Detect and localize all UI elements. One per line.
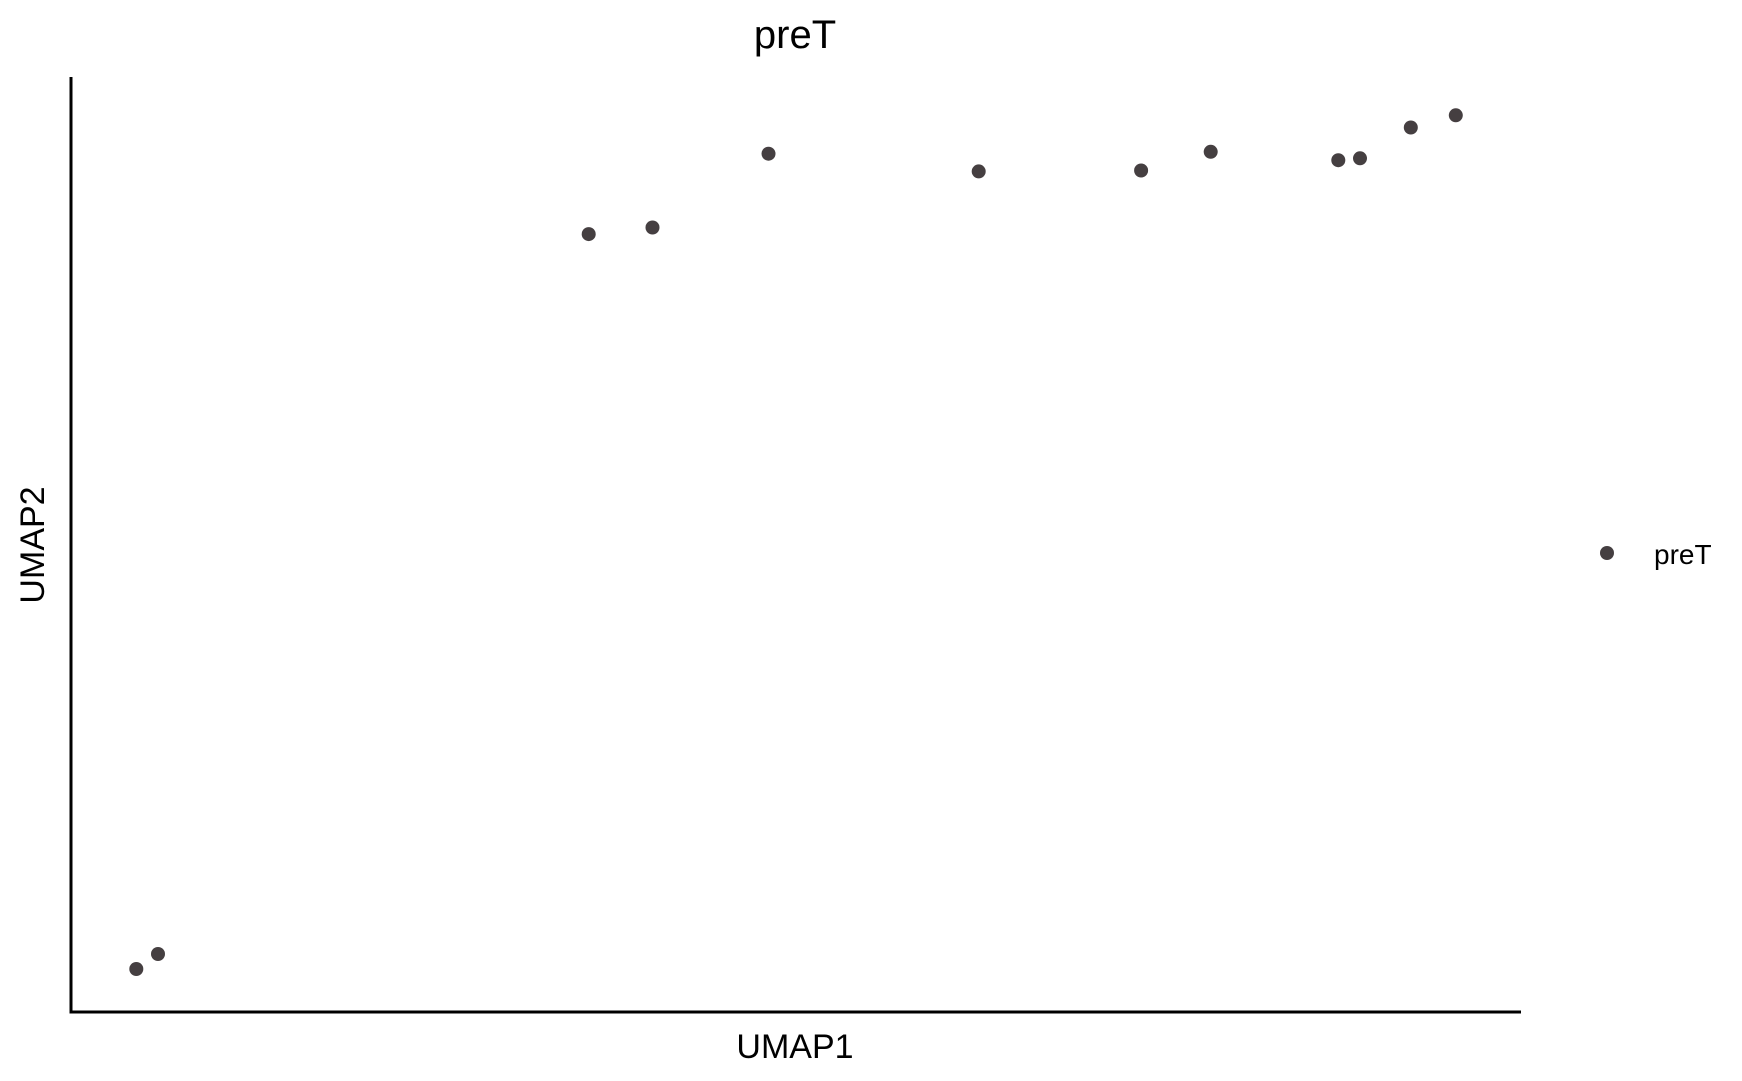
data-point-1: [129, 962, 144, 976]
data-point-3: [581, 227, 596, 242]
data-points: [129, 108, 1463, 976]
chart-title: preT: [754, 13, 836, 57]
x-axis-label: UMAP1: [736, 1028, 853, 1066]
data-point-10: [1353, 151, 1367, 166]
data-point-7: [1134, 163, 1149, 178]
data-point-6: [971, 164, 986, 179]
data-point-2: [151, 947, 165, 961]
data-point-9: [1331, 153, 1346, 168]
data-point-11: [1403, 120, 1418, 135]
legend: preT: [1600, 539, 1712, 570]
y-axis-label: UMAP2: [14, 486, 52, 603]
legend-label-pret: preT: [1654, 539, 1712, 570]
data-point-12: [1448, 108, 1463, 123]
data-point-8: [1203, 144, 1218, 159]
data-point-4: [645, 220, 660, 235]
data-point-5: [761, 146, 776, 161]
legend-marker-pret: [1600, 546, 1614, 560]
